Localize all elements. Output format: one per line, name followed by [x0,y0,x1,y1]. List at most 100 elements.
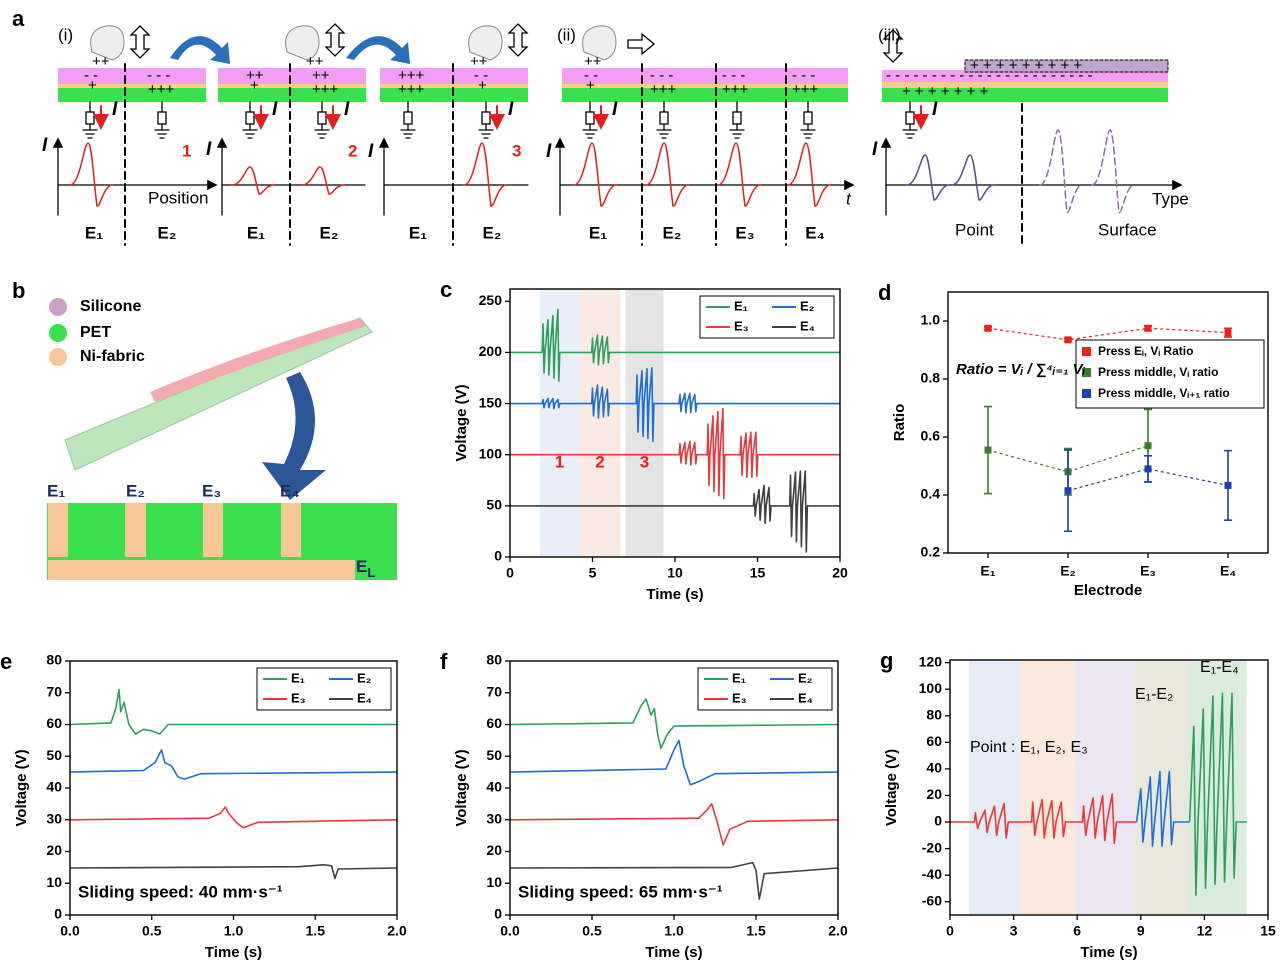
trace [1135,770,1190,847]
charge: +++ [148,81,175,98]
pulse [1039,129,1083,214]
legend-label: E₃ [734,318,749,333]
charge: + [250,77,259,94]
region-label: 1 [555,453,564,472]
electrode-label: E₃ [735,223,754,242]
legend-label: Ni-fabric [80,348,145,365]
annotation: Point : E₁, E₂, E₃ [970,739,1088,756]
x-tick-label: 15 [750,565,766,581]
y-axis-label: Voltage (V) [883,749,900,826]
current-symbol: I [42,135,48,156]
charge: + + + + + + + [902,83,989,100]
y-tick-label: 30 [486,810,502,826]
charge: +++ [722,81,749,98]
trace [510,470,840,553]
current-symbol: I [206,139,212,160]
pulse [951,154,995,201]
panel-label: e [0,649,12,674]
y-tick-label: 40 [486,779,502,795]
panel-label: c [440,277,452,302]
x-tick-label: 1.0 [664,923,684,939]
electrode-label: E₁ [589,223,607,242]
annotation: Sliding speed: 65 mm·s⁻¹ [518,882,723,901]
trace [510,407,840,500]
step-number: 2 [348,141,357,160]
marker [984,446,992,454]
legend-label: E₄ [800,318,815,333]
y-tick-label: 100 [479,445,503,461]
current-arrow [93,105,929,130]
legend-box [699,295,835,339]
y-tick-label: 30 [46,810,62,826]
x-tick-label: 1.5 [746,923,766,939]
shaded-region [1075,660,1135,915]
y-tick-label: -60 [922,892,942,908]
legend-label: Silicone [80,298,141,315]
step-number: 3 [512,141,521,160]
charge: +++ [398,67,425,84]
trace [510,308,840,382]
section-label: (ii) [557,25,576,44]
step-number: 1 [182,141,191,160]
legend-label: E₃ [291,690,306,705]
charge: +++ [398,81,425,98]
y-tick-label: 0.6 [921,428,941,444]
charge: + [88,77,97,94]
panel-label: d [878,280,891,305]
section-label: (iii) [878,25,901,44]
legend-swatch [1082,368,1091,377]
x-tick-label: E₂ [1060,563,1076,579]
annotation: Sliding speed: 40 mm·s⁻¹ [78,882,283,901]
x-tick-label: 0.5 [142,923,162,939]
x-axis-label: Time (s) [646,586,703,603]
y-tick-label: 40 [926,760,942,776]
device [58,59,1169,102]
x-axis-label: Electrode [1074,582,1142,599]
plot-frame [949,659,1269,916]
schematic-a [47,23,1183,771]
charge: ++ [92,53,110,70]
current-symbol: I [112,99,118,120]
x-tick-label: 0 [946,923,954,939]
electrode-label: E₁ [409,223,427,242]
charge: + [478,77,487,94]
panel-label: f [440,649,448,674]
y-tick-label: 60 [486,715,502,731]
pulse [301,166,345,195]
y-tick-label: -20 [922,839,942,855]
marker [1144,442,1152,450]
current-symbol: I [344,99,350,120]
region-label: 3 [640,453,649,472]
shaded-region [625,289,664,557]
x-tick-label: 1.5 [306,923,326,939]
mode-label: Point [955,220,994,239]
pulse [906,154,950,201]
y-tick-label: 0.8 [921,370,941,386]
pulse [463,142,507,207]
charge: ++ [306,53,324,70]
marker [1064,336,1072,344]
charge: - - - [792,67,815,84]
marker [1064,487,1072,495]
annotation: E₁-E₄ [1200,659,1239,676]
legend-label: Press middle, Vᵢ ratio [1098,365,1218,379]
electrode-label: E₂ [483,223,502,242]
axis-label: t [846,189,852,208]
y-tick-label: 50 [486,497,502,513]
formula: Ratio = Vᵢ / ∑⁴ᵢ₌₁ Vᵢ [956,361,1086,378]
pulse [231,166,275,195]
electrode-label: E₂ [158,223,177,242]
plot-frame [947,291,1269,554]
charge: - - [584,67,598,84]
pulse [787,142,831,207]
charge: ++ [312,67,330,84]
charge: - - [474,67,488,84]
x-tick-label: 15 [1260,923,1276,939]
pulse [1091,129,1135,214]
x-tick-label: E₃ [1140,563,1156,579]
y-tick-label: 0 [934,813,942,829]
marker [984,324,992,332]
charge: + [586,77,595,94]
charge: +++ [312,81,339,98]
marker [1224,329,1232,337]
